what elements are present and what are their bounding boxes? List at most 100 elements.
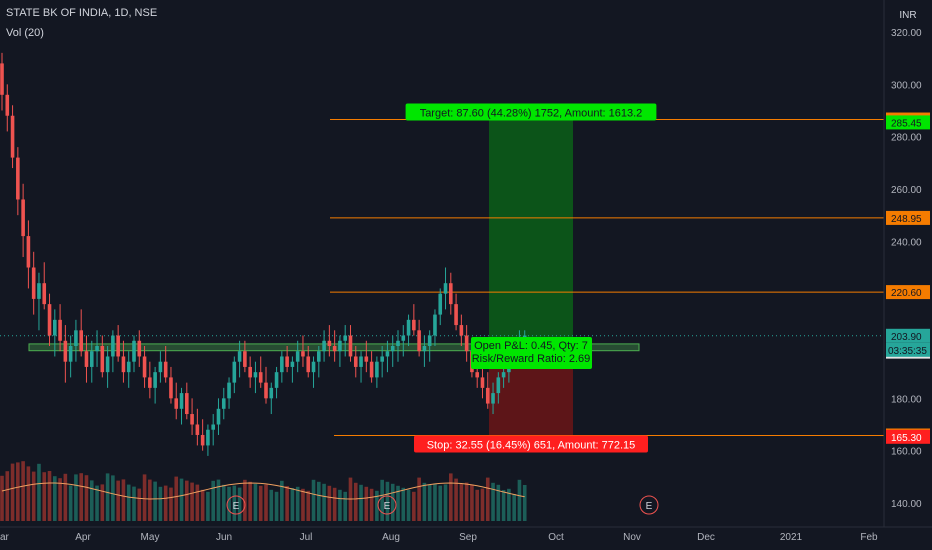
volume-bar xyxy=(353,482,358,521)
volume-bar xyxy=(301,488,305,521)
candle-body xyxy=(31,267,36,299)
x-tick-label: ar xyxy=(0,532,10,543)
volume-bar xyxy=(280,480,284,521)
candle-body xyxy=(26,236,31,268)
target-label-bg xyxy=(405,103,657,121)
volume-bar xyxy=(412,491,416,521)
candle-body xyxy=(464,335,469,352)
candle-body xyxy=(169,377,173,399)
candle-body xyxy=(501,372,506,378)
volume-bar xyxy=(179,478,184,521)
volume-bar xyxy=(206,491,210,521)
price-tag: 165.30 xyxy=(891,433,922,444)
candle-body xyxy=(427,335,432,346)
volume-bar xyxy=(200,489,205,521)
candle-body xyxy=(0,63,4,95)
candle-body xyxy=(185,393,189,415)
volume-bar xyxy=(449,473,453,521)
volume-bar xyxy=(274,491,279,521)
volume-bar xyxy=(317,481,321,521)
candle-body xyxy=(142,356,147,378)
candle-body xyxy=(480,377,485,388)
price-tag: 203.90 xyxy=(891,332,922,343)
volume-bar xyxy=(21,461,25,521)
volume-bar xyxy=(359,484,363,521)
x-tick-label: Oct xyxy=(548,532,564,543)
candle-body xyxy=(290,361,295,367)
candle-body xyxy=(58,319,62,341)
volume-bar xyxy=(58,478,62,521)
volume-bar xyxy=(137,488,142,521)
candle-body xyxy=(174,398,179,409)
y-tick-label: 260.00 xyxy=(891,185,922,196)
candle-body xyxy=(348,335,353,357)
volume-bar xyxy=(264,484,268,521)
volume-bar xyxy=(211,480,215,521)
volume-bar xyxy=(185,480,189,521)
y-tick-label: 160.00 xyxy=(891,447,922,458)
countdown-bg xyxy=(886,342,930,357)
candle-body xyxy=(211,424,215,430)
candle-body xyxy=(100,346,105,373)
candle-body xyxy=(163,361,168,378)
price-tag-bg xyxy=(886,429,930,444)
symbol-title: STATE BK OF INDIA, 1D, NSE xyxy=(6,7,158,19)
candle-body xyxy=(158,361,163,373)
volume-bar xyxy=(369,488,374,521)
volume-bar xyxy=(507,488,511,521)
volume-bar xyxy=(5,471,10,521)
volume-bar xyxy=(501,490,506,521)
volume-bar xyxy=(496,484,501,521)
candle-body xyxy=(264,382,268,399)
volume-bar xyxy=(79,473,83,521)
candle-body xyxy=(37,283,41,299)
candle-body xyxy=(200,434,205,446)
volume-bar xyxy=(522,485,527,521)
x-tick-label: May xyxy=(141,532,160,543)
price-tag: 248.95 xyxy=(891,214,922,225)
candle-body xyxy=(475,372,479,378)
earnings-label: E xyxy=(233,501,240,512)
volume-bar xyxy=(16,462,20,521)
candle-body xyxy=(380,356,384,362)
volume-bar xyxy=(190,482,194,521)
candle-body xyxy=(116,335,120,357)
volume-bar xyxy=(306,490,311,521)
candle-body xyxy=(179,393,184,409)
candle-body xyxy=(406,319,411,336)
candle-body xyxy=(285,356,289,367)
candle-body xyxy=(53,319,57,336)
candle-body xyxy=(206,429,210,446)
volume-bar xyxy=(121,479,126,521)
stop-label: Stop: 32.55 (16.45%) 651, Amount: 772.15 xyxy=(427,439,636,451)
candle-body xyxy=(89,351,94,367)
candle-body xyxy=(332,346,337,352)
volume-indicator-label: Vol (20) xyxy=(6,27,44,39)
candle-body xyxy=(375,361,379,378)
countdown-label: 03:35:35 xyxy=(888,346,927,357)
volume-bar xyxy=(169,487,173,521)
candle-body xyxy=(79,330,83,352)
price-tag: 285.45 xyxy=(891,118,922,129)
volume-bar xyxy=(31,471,36,521)
volume-bar xyxy=(237,487,242,521)
volume-bar xyxy=(232,485,237,521)
price-tag-bg xyxy=(886,115,930,130)
volume-bar xyxy=(84,475,89,521)
volume-bar xyxy=(290,488,295,521)
candle-body xyxy=(443,283,448,294)
volume-bar xyxy=(338,489,342,521)
x-tick-label: Aug xyxy=(382,532,400,543)
volume-bar xyxy=(63,473,68,521)
volume-bar xyxy=(174,476,179,521)
candle-body xyxy=(227,382,231,399)
candle-body xyxy=(132,340,136,362)
volume-bar xyxy=(195,484,200,521)
volume-bar xyxy=(285,486,289,521)
volume-bar xyxy=(68,485,73,521)
volume-bar xyxy=(100,484,105,521)
target-zone xyxy=(489,119,573,344)
candle-body xyxy=(105,356,110,373)
candle-body xyxy=(269,387,274,399)
